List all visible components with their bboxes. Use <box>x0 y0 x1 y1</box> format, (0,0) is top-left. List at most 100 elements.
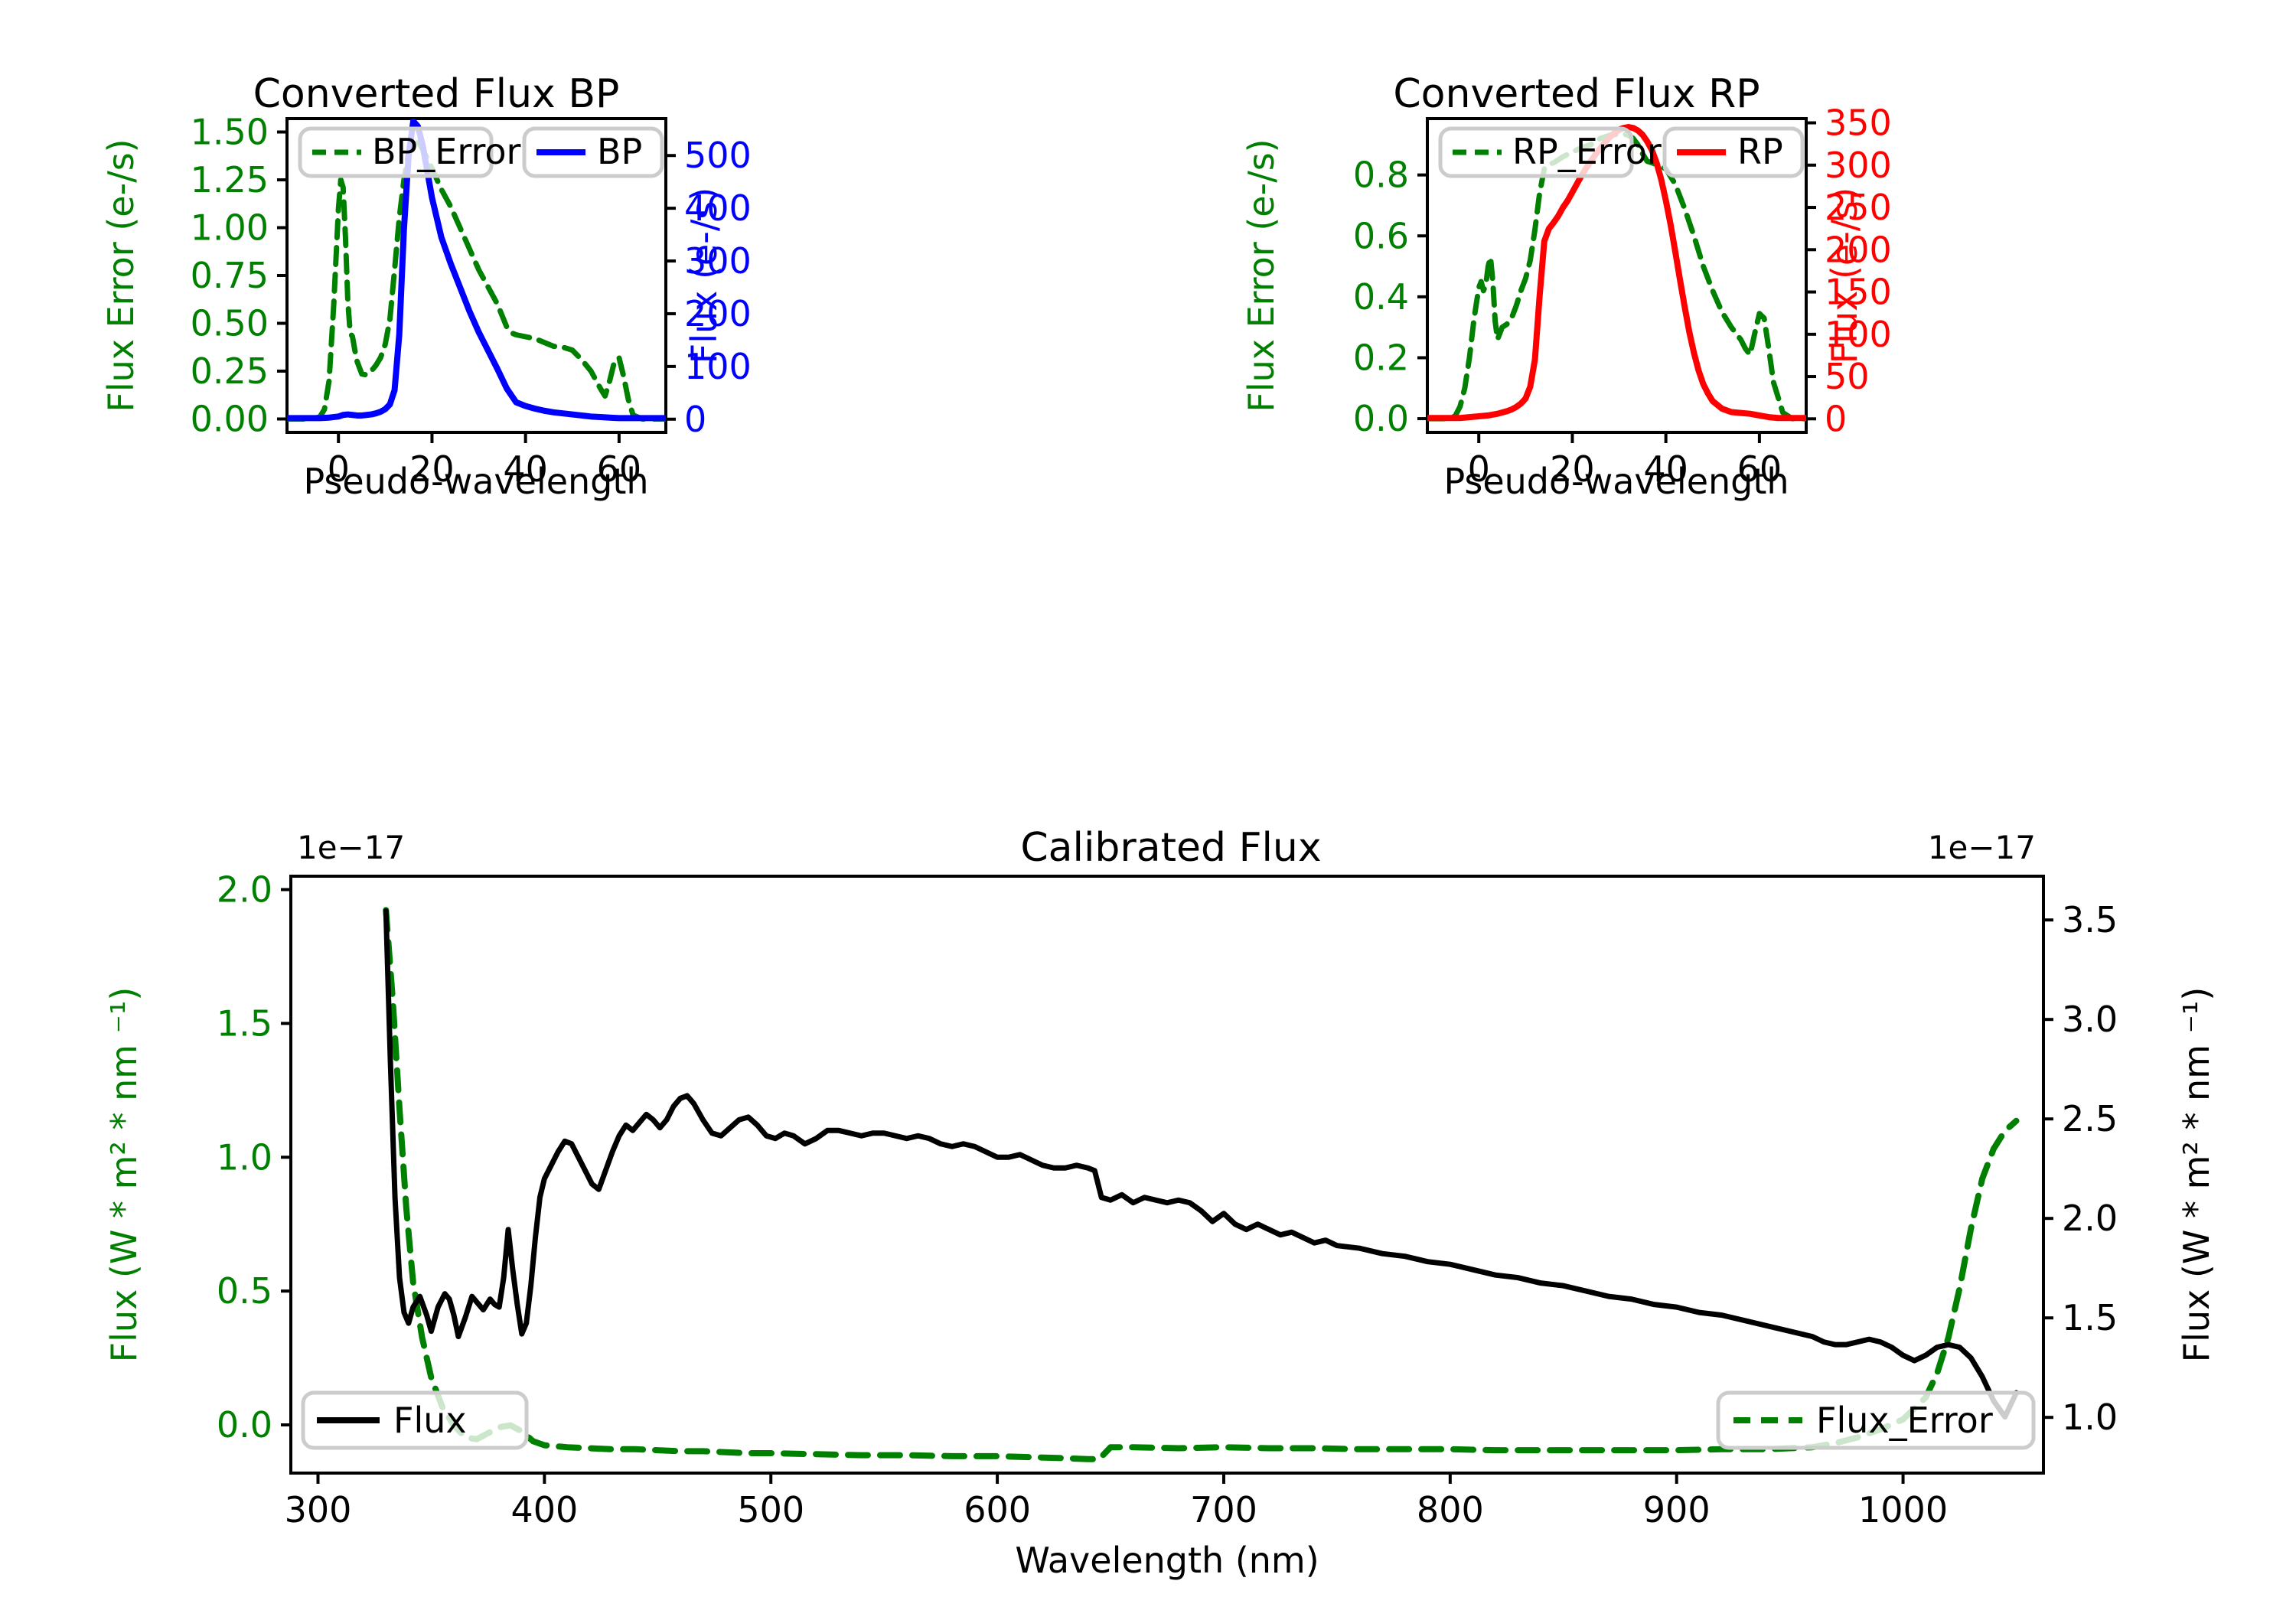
svg-text:200: 200 <box>684 293 752 334</box>
svg-text:300: 300 <box>684 240 752 282</box>
y-axis-left-cal: 0.0 0.5 1.0 1.5 2.0 <box>217 869 291 1446</box>
svg-text:20: 20 <box>1550 448 1595 490</box>
chart-title-rp: Converted Flux RP <box>1393 71 1760 117</box>
series-bp-error <box>287 137 666 422</box>
svg-text:700: 700 <box>1190 1489 1257 1530</box>
x-axis-label-cal: Wavelength (nm) <box>1015 1540 1319 1581</box>
svg-text:0.25: 0.25 <box>191 350 269 392</box>
svg-text:400: 400 <box>684 187 752 229</box>
svg-text:800: 800 <box>1417 1489 1484 1530</box>
svg-text:500: 500 <box>737 1489 804 1530</box>
svg-text:0.4: 0.4 <box>1353 276 1409 318</box>
svg-text:1.0: 1.0 <box>217 1136 272 1178</box>
y-axis-offset-right-cal: 1e−17 <box>1928 829 2036 866</box>
panel-converted-flux-bp: Converted Flux BP 0.00 0.25 0.50 0.75 1.00 1.… <box>99 71 752 505</box>
svg-text:400: 400 <box>510 1489 578 1530</box>
svg-text:3.5: 3.5 <box>2062 899 2118 940</box>
y-axis-offset-left-cal: 1e−17 <box>297 829 405 866</box>
legend-rp-error[interactable]: RP_Error <box>1438 126 1662 178</box>
svg-text:0.0: 0.0 <box>217 1404 272 1446</box>
series-flux-error <box>383 907 2020 1462</box>
svg-text:40: 40 <box>1643 448 1688 490</box>
svg-text:3.0: 3.0 <box>2062 999 2118 1040</box>
x-axis-cal: 300 400 500 600 700 800 900 1000 <box>285 1473 1948 1530</box>
svg-text:0.75: 0.75 <box>191 255 269 296</box>
legend-label-rp: RP <box>1737 131 1783 172</box>
legend-flux-error[interactable]: Flux_Error <box>1716 1390 2036 1450</box>
svg-text:0.50: 0.50 <box>191 303 269 344</box>
chart-title-cal: Calibrated Flux <box>1020 825 1321 871</box>
x-axis-label-bp: Pseudo-wavelength <box>303 461 648 502</box>
svg-text:600: 600 <box>964 1489 1031 1530</box>
svg-text:40: 40 <box>503 448 548 490</box>
legend-rp[interactable]: RP <box>1662 126 1805 178</box>
y-axis-label-left-bp: Flux Error (e-/s) <box>100 139 142 412</box>
svg-text:0.5: 0.5 <box>217 1270 272 1312</box>
y-axis-right-cal: 1.0 1.5 2.0 2.5 3.0 3.5 <box>2043 899 2118 1438</box>
svg-text:100: 100 <box>1825 314 1892 355</box>
svg-text:2.5: 2.5 <box>2062 1098 2118 1139</box>
legend-label-bp-error: BP_Error <box>372 131 521 172</box>
svg-text:300: 300 <box>285 1489 352 1530</box>
svg-text:0: 0 <box>328 448 350 490</box>
chart-title-bp: Converted Flux BP <box>253 71 620 117</box>
y-axis-label-right-cal: Flux (W * m² * nm ⁻¹) <box>2176 987 2217 1363</box>
svg-text:2.0: 2.0 <box>217 869 272 910</box>
svg-text:1.25: 1.25 <box>191 159 269 200</box>
x-axis-bp: 0 20 40 60 <box>328 432 642 490</box>
svg-text:2.0: 2.0 <box>2062 1198 2118 1239</box>
svg-text:200: 200 <box>1825 229 1892 270</box>
svg-text:1000: 1000 <box>1858 1489 1948 1530</box>
svg-text:150: 150 <box>1825 272 1892 313</box>
y-axis-left-bp: 0.00 0.25 0.50 0.75 1.00 1.25 1.50 <box>191 112 287 440</box>
svg-text:0.2: 0.2 <box>1353 337 1409 378</box>
panel-converted-flux-rp: Converted Flux RP 0.0 0.2 0.4 0.6 0.8 0 50 100… <box>1240 71 1892 505</box>
svg-text:1.5: 1.5 <box>217 1002 272 1044</box>
svg-text:0.00: 0.00 <box>191 399 269 440</box>
x-axis-label-rp: Pseudo-wavelength <box>1443 461 1789 502</box>
legend-bp[interactable]: BP <box>522 126 664 178</box>
chart-converted-flux-rp: Converted Flux RP 0.00.20.40.60.8 050100… <box>1241 71 1892 502</box>
svg-text:50: 50 <box>1825 356 1870 397</box>
svg-text:250: 250 <box>1825 187 1892 228</box>
y-axis-label-right-bp: Flux (e-/s) <box>683 187 725 364</box>
legend-label-flux-error: Flux_Error <box>1816 1400 1993 1441</box>
legend-bp-error[interactable]: BP_Error <box>298 126 521 178</box>
legend-flux[interactable]: Flux <box>301 1390 529 1450</box>
svg-text:0: 0 <box>1468 448 1490 490</box>
plot-area-cal <box>383 907 2020 1462</box>
panel-calibrated-flux: Calibrated Flux 0.0 0.5 1.0 1.5 2.0 1.0 1.5 2.… <box>99 825 2242 1592</box>
svg-text:0: 0 <box>1825 398 1847 439</box>
svg-text:1.0: 1.0 <box>2062 1397 2118 1438</box>
svg-text:1.00: 1.00 <box>191 207 269 249</box>
svg-text:0.8: 0.8 <box>1353 155 1409 196</box>
chart-calibrated-flux: Calibrated Flux 0.0 0.5 1.0 1.5 2.0 1.0 1.5 2.… <box>103 825 2217 1581</box>
svg-text:60: 60 <box>1737 448 1782 490</box>
legend-label-flux: Flux <box>393 1400 467 1441</box>
svg-text:1.5: 1.5 <box>2062 1297 2118 1338</box>
series-flux <box>383 908 2019 1420</box>
svg-text:20: 20 <box>409 448 455 490</box>
svg-text:0.6: 0.6 <box>1353 215 1409 256</box>
svg-text:0: 0 <box>684 399 706 440</box>
y-axis-left-rp: 0.0 0.2 0.4 0.6 0.8 <box>1353 155 1427 439</box>
x-axis-rp: 0 20 40 60 <box>1468 432 1782 490</box>
y-axis-label-right-rp: Flux (e-/s) <box>1824 187 1865 364</box>
y-axis-label-left-cal: Flux (W * m² * nm ⁻¹) <box>103 987 145 1363</box>
chart-converted-flux-bp: Converted Flux BP 0.00 0.25 0.50 0.75 1.00 1.… <box>100 71 752 502</box>
svg-text:900: 900 <box>1643 1489 1711 1530</box>
svg-text:100: 100 <box>684 346 752 387</box>
svg-text:1.50: 1.50 <box>191 112 269 153</box>
svg-text:500: 500 <box>684 135 752 176</box>
legend-label-bp: BP <box>597 131 642 172</box>
svg-text:0.0: 0.0 <box>1353 398 1409 439</box>
y-axis-right-bp: 0 100 200 300 400 500 <box>666 135 752 440</box>
svg-text:300: 300 <box>1825 145 1892 186</box>
legend-label-rp-error: RP_Error <box>1512 131 1662 172</box>
svg-text:350: 350 <box>1825 103 1892 144</box>
svg-text:60: 60 <box>597 448 642 490</box>
y-axis-label-left-rp: Flux Error (e-/s) <box>1241 139 1282 412</box>
series-bp <box>287 119 666 422</box>
